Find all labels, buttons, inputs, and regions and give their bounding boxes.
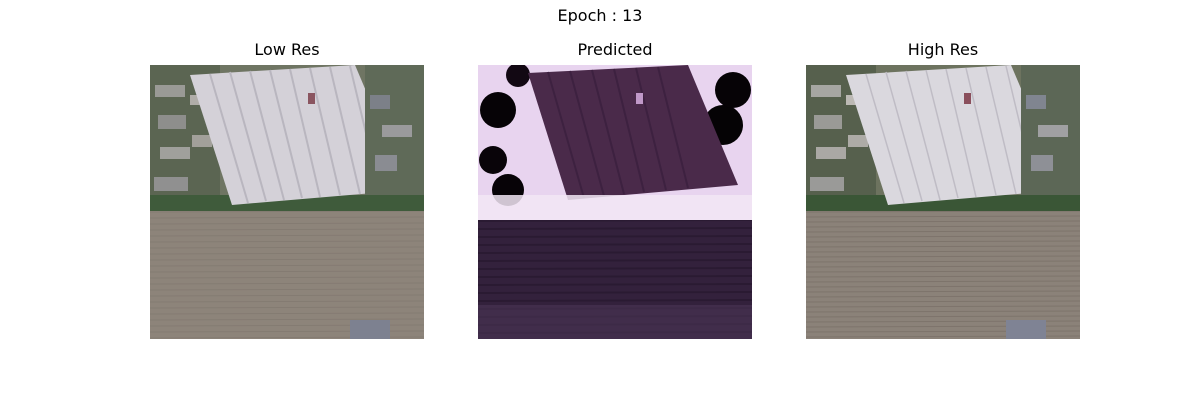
panel-title: High Res (907, 40, 979, 59)
panel-high-res: High Res (806, 40, 1080, 339)
panel-low-res: Low Res (150, 40, 424, 339)
figure-title: Epoch : 13 (557, 6, 643, 25)
high-res-image (806, 65, 1080, 339)
panel-title: Low Res (254, 40, 320, 59)
panel-title: Predicted (577, 40, 653, 59)
low-res-image (150, 65, 424, 339)
predicted-image (478, 65, 752, 339)
panel-predicted: Predicted (478, 40, 752, 339)
